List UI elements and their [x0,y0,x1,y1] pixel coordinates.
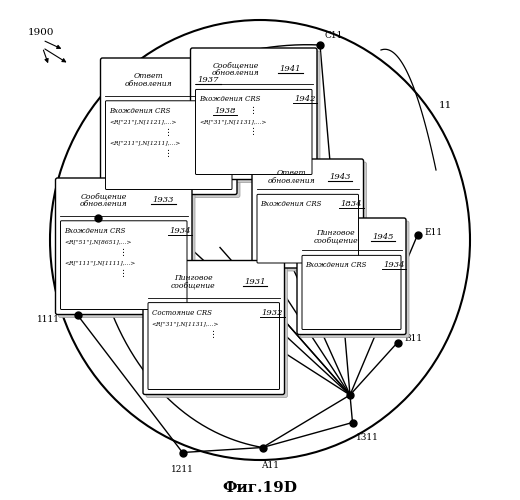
FancyBboxPatch shape [193,51,320,182]
FancyBboxPatch shape [252,159,363,268]
Text: обновления: обновления [268,176,316,184]
FancyBboxPatch shape [143,260,284,394]
FancyBboxPatch shape [257,194,358,263]
Text: ⋮: ⋮ [249,128,258,136]
Text: 1834: 1834 [341,200,362,208]
Text: D11: D11 [61,206,80,214]
Text: 1111: 1111 [37,316,60,324]
Text: <R["111"],N[1111],...>: <R["111"],N[1111],...> [64,261,135,266]
Text: обновления: обновления [212,69,259,77]
Text: A11: A11 [261,460,279,469]
Text: Вхождения CRS: Вхождения CRS [64,227,125,235]
FancyBboxPatch shape [190,48,317,180]
Text: ⋮: ⋮ [209,330,218,339]
Text: <R["51"],N[8651],...>: <R["51"],N[8651],...> [64,240,132,245]
Text: C11: C11 [325,32,343,40]
Text: <R["21"],N[1121],...>: <R["21"],N[1121],...> [109,120,176,125]
FancyBboxPatch shape [58,181,195,318]
Text: 1937: 1937 [198,76,219,84]
Text: ⋮: ⋮ [164,128,173,138]
Text: 1934: 1934 [169,227,191,235]
Text: ⋮: ⋮ [119,270,128,278]
Text: сообщение: сообщение [171,282,215,290]
Text: Пинговое: Пинговое [174,274,213,282]
Text: Вхождения CRS: Вхождения CRS [199,96,261,104]
Text: 1311: 1311 [356,433,379,442]
Text: сообщение: сообщение [314,236,358,244]
Text: B11: B11 [405,334,423,343]
Text: ⋮: ⋮ [249,106,258,116]
Text: 1943: 1943 [329,172,351,180]
Text: Пинговое: Пинговое [317,229,355,237]
Text: 1934: 1934 [383,262,405,270]
Text: Вхождения CRS: Вхождения CRS [261,200,322,208]
Text: <R["31"],N[1131],...>: <R["31"],N[1131],...> [151,322,219,326]
Text: 1942: 1942 [294,96,316,104]
Text: Сообщение: Сообщение [212,62,258,70]
FancyBboxPatch shape [300,221,409,338]
FancyBboxPatch shape [302,256,401,330]
Text: Сообщение: Сообщение [81,192,127,200]
FancyBboxPatch shape [106,101,232,190]
Text: 1945: 1945 [372,232,394,240]
FancyBboxPatch shape [297,218,406,334]
Text: Вхождения CRS: Вхождения CRS [306,262,367,270]
Text: 1941: 1941 [280,65,301,73]
Text: Состояние CRS: Состояние CRS [151,308,211,316]
Text: <R["211"],N[1211],...>: <R["211"],N[1211],...> [109,141,180,146]
FancyBboxPatch shape [56,178,192,314]
Text: обновления: обновления [125,80,173,88]
Text: E11: E11 [424,228,443,237]
Text: 1938: 1938 [214,107,236,115]
Text: обновления: обновления [80,200,128,207]
Text: Вхождения CRS: Вхождения CRS [109,107,171,115]
Text: 1900: 1900 [28,28,54,37]
Text: 1931: 1931 [244,278,266,286]
Text: 1211: 1211 [171,466,194,474]
Text: Ответ: Ответ [134,72,164,80]
Text: 11: 11 [439,100,452,110]
Text: 1933: 1933 [153,196,174,203]
FancyBboxPatch shape [146,264,288,398]
FancyBboxPatch shape [196,90,312,174]
Text: ⋮: ⋮ [119,248,128,258]
Text: 1932: 1932 [262,308,283,316]
Text: <R["31"],N[1131],...>: <R["31"],N[1131],...> [199,119,266,124]
Text: Ответ: Ответ [277,169,306,177]
FancyBboxPatch shape [100,58,237,194]
FancyBboxPatch shape [103,61,240,198]
FancyBboxPatch shape [255,162,367,271]
FancyBboxPatch shape [148,302,280,390]
FancyBboxPatch shape [60,221,187,310]
Text: Фиг.19D: Фиг.19D [223,480,297,494]
Text: ⋮: ⋮ [164,150,173,158]
